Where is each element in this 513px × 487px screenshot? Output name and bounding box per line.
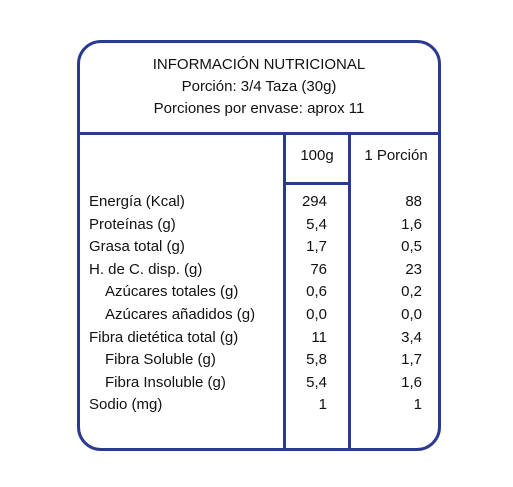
value-portion: 1,6 (401, 373, 422, 391)
nutrient-row-soluble-fiber: Fibra Soluble (g) 5,8 1,7 (80, 349, 438, 372)
nutrient-name: Fibra Insoluble (g) (105, 373, 226, 391)
header-divider (80, 132, 438, 135)
column-header-divider (283, 182, 351, 185)
nutrient-row-added-sugars: Azúcares añadidos (g) 0,0 0,0 (80, 304, 438, 327)
value-portion: 3,4 (401, 328, 422, 346)
value-100g: 5,8 (306, 351, 327, 369)
value-portion: 0,5 (401, 238, 422, 256)
nutrient-row-dietary-fiber: Fibra dietética total (g) 11 3,4 (80, 327, 438, 350)
label-title: INFORMACIÓN NUTRICIONAL (152, 56, 366, 73)
value-portion: 1,7 (401, 351, 422, 369)
value-100g: 11 (311, 328, 327, 346)
value-portion: 0,2 (401, 283, 422, 301)
value-100g: 0,6 (306, 283, 327, 301)
nutrient-row-total-fat: Grasa total (g) 1,7 0,5 (80, 236, 438, 259)
column-header-portion: 1 Porción (364, 147, 428, 164)
label-header: INFORMACIÓN NUTRICIONAL Porción: 3/4 Taz… (80, 43, 438, 132)
nutrient-row-insoluble-fiber: Fibra Insoluble (g) 5,4 1,6 (80, 372, 438, 395)
column-header-100g: 100g (300, 147, 334, 164)
nutrient-row-energy: Energía (Kcal) 294 88 (80, 191, 438, 214)
value-100g: 1,7 (306, 238, 327, 256)
value-100g: 0,0 (306, 305, 327, 323)
value-100g: 294 (301, 193, 327, 210)
value-portion: 1,6 (401, 215, 422, 233)
value-100g: 5,4 (306, 215, 327, 233)
value-portion: 0,0 (401, 305, 422, 323)
nutrient-name: Grasa total (g) (89, 238, 185, 256)
nutrient-name: H. de C. disp. (g) (89, 260, 203, 278)
value-portion: 23 (405, 260, 422, 278)
nutrient-name: Sodio (mg) (89, 396, 163, 414)
nutrient-row-protein: Proteínas (g) 5,4 1,6 (80, 214, 438, 237)
value-portion: 1 (413, 396, 422, 414)
value-100g: 76 (310, 260, 327, 278)
nutrient-name: Azúcares añadidos (g) (105, 305, 256, 323)
nutrition-facts-label: INFORMACIÓN NUTRICIONAL Porción: 3/4 Taz… (77, 40, 441, 451)
nutrient-row-carbs: H. de C. disp. (g) 76 23 (80, 259, 438, 282)
nutrient-row-total-sugars: Azúcares totales (g) 0,6 0,2 (80, 281, 438, 304)
nutrient-name: Fibra Soluble (g) (105, 351, 216, 369)
value-100g: 5,4 (306, 373, 327, 391)
nutrient-name: Fibra dietética total (g) (89, 328, 239, 346)
nutrient-rows: Energía (Kcal) 294 88 Proteínas (g) 5,4 … (80, 191, 438, 417)
column-divider-left (283, 135, 286, 448)
column-divider-right (348, 135, 351, 448)
portion-size: Porción: 3/4 Taza (30g) (181, 78, 337, 95)
nutrient-row-sodium: Sodio (mg) 1 1 (80, 394, 438, 417)
servings-per-container: Porciones por envase: aprox 11 (153, 100, 365, 117)
nutrient-name: Proteínas (g) (89, 215, 176, 233)
nutrient-name: Azúcares totales (g) (105, 283, 239, 301)
value-100g: 1 (318, 396, 327, 414)
value-portion: 88 (405, 193, 422, 210)
nutrient-name: Energía (Kcal) (89, 193, 185, 210)
